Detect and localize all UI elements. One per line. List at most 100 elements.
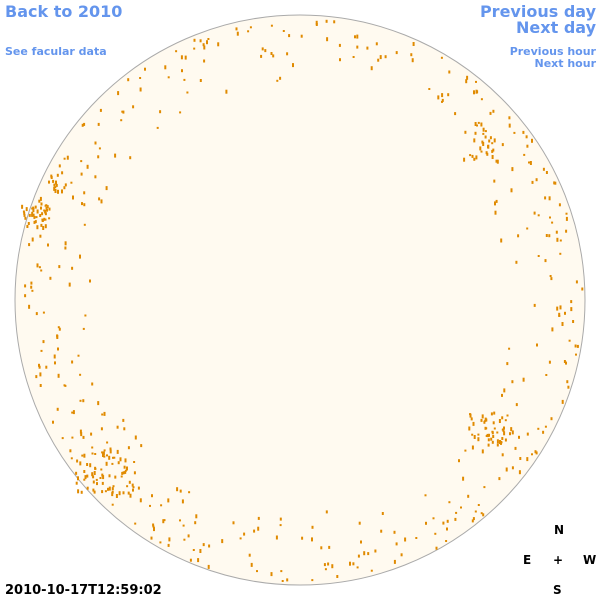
facula (40, 349, 43, 352)
facula (124, 458, 127, 463)
facula (448, 70, 451, 74)
facular-link[interactable]: See facular data (5, 45, 107, 58)
facula (563, 360, 566, 363)
facula (176, 487, 179, 492)
facula (91, 382, 94, 386)
facula (207, 38, 210, 40)
facula (473, 138, 476, 143)
facula (153, 527, 155, 532)
facula (202, 43, 205, 47)
facula (55, 183, 58, 187)
facula (482, 142, 485, 146)
facula (105, 461, 108, 466)
facula (175, 50, 178, 53)
previous-day-link[interactable]: Previous day (479, 2, 596, 21)
facula (437, 95, 440, 100)
facula (128, 480, 131, 484)
facula (112, 456, 114, 459)
facula (57, 326, 60, 329)
facula (510, 188, 513, 193)
facula (581, 287, 584, 291)
facula (250, 562, 253, 567)
facula (489, 136, 492, 140)
facula (69, 449, 72, 453)
facula (162, 519, 165, 524)
facula (134, 435, 137, 440)
facula (357, 554, 360, 558)
next-day-link[interactable]: Next day (516, 18, 596, 37)
facula (393, 559, 396, 564)
facula (71, 436, 74, 439)
facula (533, 303, 536, 307)
facula (248, 553, 251, 557)
next-hour-link[interactable]: Next hour (534, 57, 597, 70)
back-link[interactable]: Back to 2010 (5, 2, 123, 21)
facula (489, 111, 492, 115)
previous-hour-link[interactable]: Previous hour (509, 45, 596, 58)
facula (92, 475, 95, 479)
facula (494, 210, 497, 215)
facula (179, 519, 181, 522)
facula (270, 52, 273, 55)
facula (115, 494, 118, 498)
facula (480, 512, 483, 515)
facula (207, 564, 210, 569)
facula (476, 90, 479, 94)
facula (56, 335, 59, 339)
facula (103, 455, 106, 458)
facula (537, 214, 540, 217)
facula (256, 570, 258, 573)
facula (188, 491, 191, 494)
facula (395, 542, 398, 546)
facula (338, 43, 341, 47)
facula (97, 401, 100, 406)
facula (53, 183, 56, 187)
facula (123, 465, 126, 469)
facula (122, 110, 125, 114)
facula (493, 138, 496, 143)
facula (89, 279, 91, 283)
facula (435, 546, 438, 550)
facula (374, 549, 377, 553)
facula (44, 224, 47, 229)
facula (122, 491, 125, 495)
facula (511, 430, 514, 435)
facula (93, 490, 96, 494)
facula (575, 353, 577, 356)
facula (537, 427, 540, 430)
facula (132, 486, 135, 489)
facula (281, 580, 284, 582)
facula (570, 300, 573, 304)
facula (500, 441, 503, 444)
facula (428, 88, 431, 90)
facula (549, 216, 551, 219)
facula (92, 488, 95, 492)
facula (45, 206, 48, 209)
facula (22, 210, 25, 213)
facula (526, 227, 529, 230)
facula (79, 461, 82, 466)
facula (122, 471, 125, 475)
facula (279, 524, 282, 527)
facula (384, 55, 387, 59)
facula (491, 431, 494, 435)
facula (472, 421, 475, 426)
facula (496, 159, 499, 164)
facula (458, 459, 460, 463)
facula (551, 327, 554, 332)
compass-west: W (583, 553, 597, 567)
facula (45, 204, 48, 207)
compass-east: E (523, 553, 532, 567)
facula (506, 414, 509, 417)
facula (270, 24, 273, 27)
facula (98, 197, 101, 201)
facula (105, 186, 108, 191)
facula (415, 537, 418, 539)
facula (24, 216, 27, 220)
facula (496, 443, 499, 447)
facula (380, 529, 383, 533)
facula (56, 173, 59, 177)
facula (102, 451, 105, 456)
facula (529, 161, 532, 165)
